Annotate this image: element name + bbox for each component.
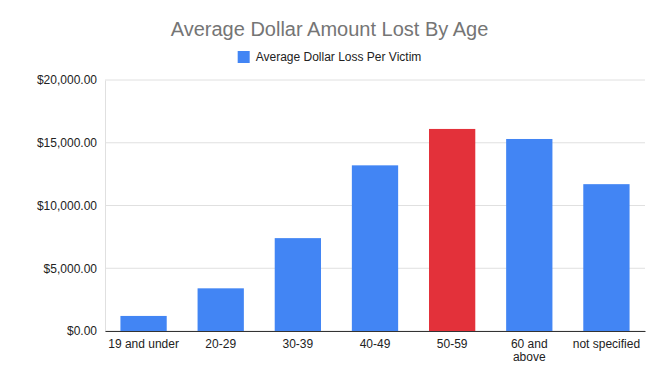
y-tick-label: $10,000.00 <box>37 199 97 213</box>
x-axis-line <box>106 331 646 332</box>
x-tick: 20-29 <box>205 331 236 351</box>
grid-line <box>105 142 645 143</box>
grid-line <box>105 80 645 81</box>
y-tick-label: $15,000.00 <box>37 136 97 150</box>
y-tick: $20,000.00 <box>37 73 105 87</box>
x-tick: 19 and under <box>108 331 179 351</box>
grid <box>105 80 645 331</box>
x-tick-label: 19 and under <box>108 337 179 351</box>
x-tick: 60 andabove <box>511 331 548 364</box>
x-tick: 40-49 <box>360 331 391 351</box>
y-tick-label: $0.00 <box>67 324 97 338</box>
y-tick: $10,000.00 <box>37 199 105 213</box>
y-tick-label: $20,000.00 <box>37 73 97 87</box>
x-tick-label: 40-49 <box>360 337 391 351</box>
legend-item: Average Dollar Loss Per Victim <box>238 50 422 64</box>
x-tick-label: 30-39 <box>283 337 314 351</box>
x-tick: 50-59 <box>437 331 468 351</box>
x-axis: 19 and under 20-29 30-39 40-49 50-59 60 andab… <box>106 331 646 364</box>
x-tick-label: 20-29 <box>205 337 236 351</box>
bar <box>506 139 552 331</box>
x-tick-label: not specified <box>573 337 640 351</box>
title: Average Dollar Amount Lost By Age <box>171 18 489 40</box>
x-tick-label-line: 60 and <box>511 337 548 351</box>
x-tick: 30-39 <box>283 331 314 351</box>
bar <box>352 165 398 331</box>
bars <box>120 129 629 331</box>
y-tick-label: $5,000.00 <box>44 262 98 276</box>
y-axis: $0.00 $5,000.00 $10,000.00 $15,000.00 $20,00… <box>37 73 106 338</box>
bar <box>120 316 166 331</box>
bar <box>275 238 321 331</box>
legend: Average Dollar Loss Per Victim <box>238 50 422 64</box>
y-axis-line <box>105 81 106 332</box>
y-tick: $15,000.00 <box>37 136 105 150</box>
x-tick-label-line: above <box>513 350 546 364</box>
legend-label: Average Dollar Loss Per Victim <box>256 50 422 64</box>
bar <box>198 288 244 331</box>
x-tick: not specified <box>573 331 640 351</box>
bar <box>429 129 475 331</box>
chart: Average Dollar Amount Lost By Age $0.00 $5… <box>0 0 659 385</box>
plot: $0.00 $5,000.00 $10,000.00 $15,000.00 $20,00… <box>37 73 646 364</box>
legend-swatch <box>238 51 250 63</box>
x-tick-label: 50-59 <box>437 337 468 351</box>
x-tick-label: 60 andabove <box>511 337 548 365</box>
y-tick: $5,000.00 <box>44 262 105 276</box>
y-tick: $0.00 <box>67 324 105 338</box>
bar <box>583 184 629 331</box>
